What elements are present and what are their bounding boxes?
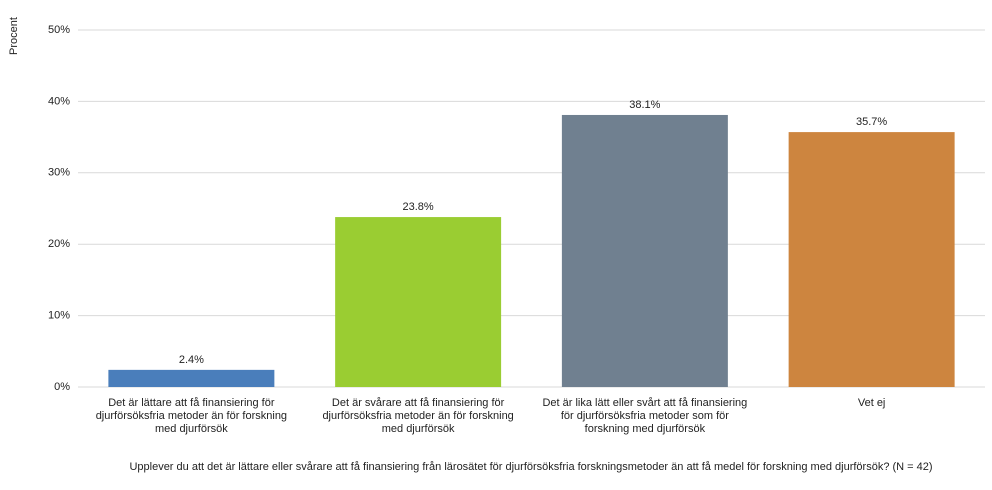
y-tick-label: 20% (48, 238, 70, 250)
y-tick-label: 50% (48, 24, 70, 36)
y-tick-label: 40% (48, 95, 70, 107)
y-tick-label: 10% (48, 310, 70, 322)
value-label: 35.7% (856, 116, 887, 128)
value-label: 2.4% (179, 354, 204, 366)
bar (335, 217, 502, 387)
value-label: 38.1% (629, 99, 660, 111)
x-tick-label: Det är svårare att få finansiering för d… (322, 397, 514, 435)
x-tick-label: Vet ej (857, 397, 886, 409)
bar (561, 114, 728, 387)
x-tick-label: Det är lika lätt eller svårt att få fina… (542, 397, 748, 435)
bar (788, 132, 955, 387)
y-tick-label: 30% (48, 167, 70, 179)
y-tick-label: 0% (54, 381, 70, 393)
x-axis-title: Upplever du att det är lättare eller svå… (129, 461, 933, 473)
value-label: 23.8% (403, 201, 434, 213)
x-tick-label: Det är lättare att få finansiering för d… (95, 397, 288, 435)
bar (108, 369, 275, 387)
y-axis-title: Procent (8, 17, 20, 55)
